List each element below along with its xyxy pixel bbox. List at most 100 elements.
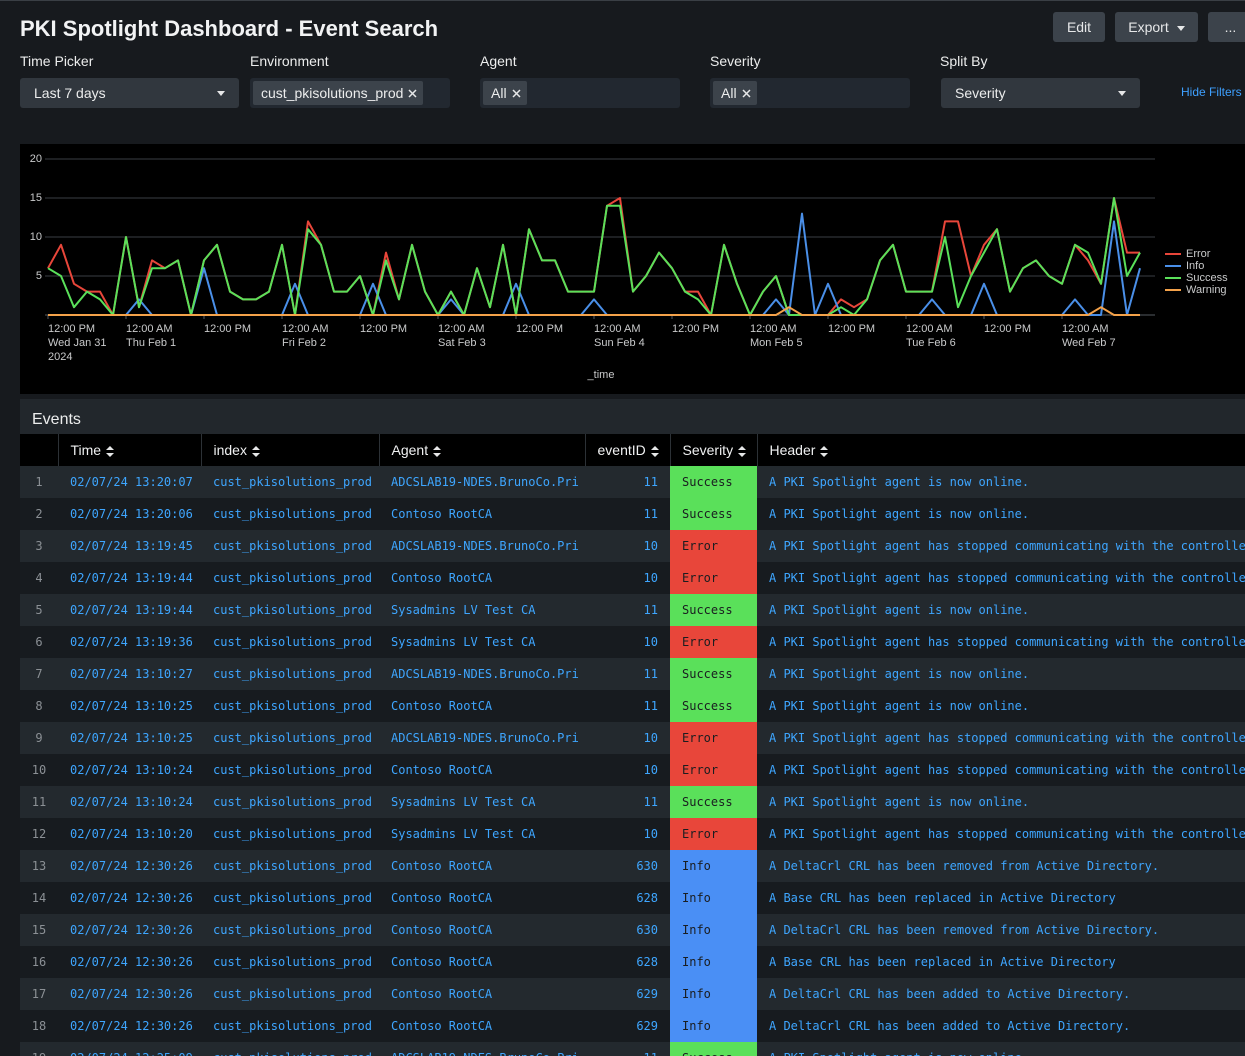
event-row[interactable]: 1202/07/24 13:10:20cust_pkisolutions_pro…: [20, 818, 1245, 850]
table-cell: 630: [585, 914, 670, 946]
token-label: All: [491, 85, 507, 101]
event-row[interactable]: 502/07/24 13:19:44cust_pkisolutions_prod…: [20, 594, 1245, 626]
remove-icon[interactable]: [742, 89, 751, 98]
edit-button[interactable]: Edit: [1053, 12, 1105, 42]
sort-icon[interactable]: [651, 446, 659, 457]
filter-label: Severity: [710, 53, 761, 69]
sort-icon[interactable]: [252, 446, 260, 457]
row-number: 4: [20, 562, 58, 594]
sort-icon[interactable]: [106, 446, 114, 457]
caret-icon: [217, 91, 225, 96]
multiselect[interactable]: All: [480, 78, 680, 108]
events-panel: Events TimeindexAgenteventIDSeverityHead…: [20, 399, 1245, 1056]
table-cell: cust_pkisolutions_prod: [201, 626, 379, 658]
table-cell: 11: [585, 786, 670, 818]
table-cell: Success: [670, 690, 757, 722]
event-row[interactable]: 302/07/24 13:19:45cust_pkisolutions_prod…: [20, 530, 1245, 562]
table-cell: cust_pkisolutions_prod: [201, 562, 379, 594]
table-cell: 02/07/24 13:20:06: [58, 498, 201, 530]
split-by-dropdown[interactable]: Severity: [941, 78, 1140, 108]
series-line: [48, 307, 1140, 315]
table-cell: cust_pkisolutions_prod: [201, 882, 379, 914]
table-cell: 02/07/24 13:10:24: [58, 786, 201, 818]
column-header[interactable]: Agent: [379, 434, 585, 466]
event-row[interactable]: 402/07/24 13:19:44cust_pkisolutions_prod…: [20, 562, 1245, 594]
table-cell: 11: [585, 498, 670, 530]
table-cell: cust_pkisolutions_prod: [201, 818, 379, 850]
event-row[interactable]: 602/07/24 13:19:36cust_pkisolutions_prod…: [20, 626, 1245, 658]
token-label: All: [721, 85, 737, 101]
event-row[interactable]: 902/07/24 13:10:25cust_pkisolutions_prod…: [20, 722, 1245, 754]
event-row[interactable]: 802/07/24 13:10:25cust_pkisolutions_prod…: [20, 690, 1245, 722]
multiselect[interactable]: cust_pkisolutions_prod: [250, 78, 450, 108]
x-tick-label: Mon Feb 5: [750, 337, 803, 349]
column-header[interactable]: Header: [757, 434, 1245, 466]
event-row[interactable]: 1002/07/24 13:10:24cust_pkisolutions_pro…: [20, 754, 1245, 786]
event-row[interactable]: 1402/07/24 12:30:26cust_pkisolutions_pro…: [20, 882, 1245, 914]
table-cell: Success: [670, 594, 757, 626]
table-cell: Info: [670, 946, 757, 978]
x-tick-label: 12:00 AM: [906, 323, 952, 335]
column-header[interactable]: eventID: [585, 434, 670, 466]
event-row[interactable]: 1802/07/24 12:30:26cust_pkisolutions_pro…: [20, 1010, 1245, 1042]
table-cell: cust_pkisolutions_prod: [201, 466, 379, 498]
x-tick-label: 12:00 PM: [672, 323, 719, 335]
remove-icon[interactable]: [512, 89, 521, 98]
table-cell: 11: [585, 466, 670, 498]
legend-label: Error: [1186, 248, 1211, 260]
sort-icon[interactable]: [738, 446, 746, 457]
x-tick-label: 12:00 PM: [360, 323, 407, 335]
hide-filters-link[interactable]: Hide Filters: [1181, 85, 1242, 99]
remove-icon[interactable]: [408, 89, 417, 98]
y-tick-label: 15: [30, 192, 42, 204]
row-number: 7: [20, 658, 58, 690]
table-cell: 02/07/24 12:30:26: [58, 946, 201, 978]
column-header[interactable]: Severity: [670, 434, 757, 466]
event-row[interactable]: 1102/07/24 13:10:24cust_pkisolutions_pro…: [20, 786, 1245, 818]
token[interactable]: cust_pkisolutions_prod: [253, 81, 423, 105]
time-picker[interactable]: Last 7 days: [20, 78, 239, 108]
table-cell: 10: [585, 562, 670, 594]
sort-icon[interactable]: [433, 446, 441, 457]
export-button[interactable]: Export: [1115, 12, 1198, 42]
row-number: 15: [20, 914, 58, 946]
event-row[interactable]: 1602/07/24 12:30:26cust_pkisolutions_pro…: [20, 946, 1245, 978]
column-header[interactable]: index: [201, 434, 379, 466]
table-cell: A Base CRL has been replaced in Active D…: [757, 882, 1245, 914]
table-cell: cust_pkisolutions_prod: [201, 594, 379, 626]
table-cell: 02/07/24 12:25:09: [58, 1042, 201, 1056]
table-cell: Error: [670, 530, 757, 562]
event-row[interactable]: 1502/07/24 12:30:26cust_pkisolutions_pro…: [20, 914, 1245, 946]
header-cell: [20, 434, 58, 466]
table-cell: ADCSLAB19-NDES.BrunoCo.Pri: [379, 530, 585, 562]
multiselect[interactable]: All: [710, 78, 910, 108]
table-cell: Success: [670, 1042, 757, 1056]
event-row[interactable]: 202/07/24 13:20:06cust_pkisolutions_prod…: [20, 498, 1245, 530]
more-button[interactable]: ...: [1208, 12, 1245, 42]
table-cell: A Base CRL has been replaced in Active D…: [757, 946, 1245, 978]
table-cell: Contoso RootCA: [379, 882, 585, 914]
token[interactable]: All: [713, 81, 757, 105]
button-label: Edit: [1067, 19, 1091, 35]
column-header[interactable]: Time: [58, 434, 201, 466]
table-cell: 02/07/24 13:19:44: [58, 594, 201, 626]
table-cell: 02/07/24 12:30:26: [58, 978, 201, 1010]
token[interactable]: All: [483, 81, 527, 105]
table-cell: A PKI Spotlight agent is now online.: [757, 658, 1245, 690]
x-tick-label: Thu Feb 1: [126, 337, 176, 349]
table-cell: Contoso RootCA: [379, 914, 585, 946]
x-tick-label: 12:00 PM: [828, 323, 875, 335]
table-cell: 02/07/24 12:30:26: [58, 914, 201, 946]
table-cell: cust_pkisolutions_prod: [201, 754, 379, 786]
table-cell: Sysadmins LV Test CA: [379, 786, 585, 818]
table-cell: Contoso RootCA: [379, 562, 585, 594]
event-row[interactable]: 1902/07/24 12:25:09cust_pkisolutions_pro…: [20, 1042, 1245, 1056]
event-row[interactable]: 702/07/24 13:10:27cust_pkisolutions_prod…: [20, 658, 1245, 690]
table-cell: Contoso RootCA: [379, 850, 585, 882]
dashboard-title: PKI Spotlight Dashboard - Event Search: [20, 16, 438, 42]
event-row[interactable]: 1702/07/24 12:30:26cust_pkisolutions_pro…: [20, 978, 1245, 1010]
sort-icon[interactable]: [820, 446, 828, 457]
event-row[interactable]: 102/07/24 13:20:07cust_pkisolutions_prod…: [20, 466, 1245, 498]
event-row[interactable]: 1302/07/24 12:30:26cust_pkisolutions_pro…: [20, 850, 1245, 882]
